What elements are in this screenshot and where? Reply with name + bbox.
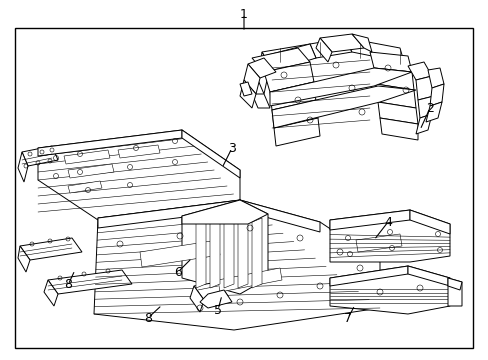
Polygon shape — [415, 114, 431, 134]
Polygon shape — [379, 118, 417, 140]
Polygon shape — [377, 102, 417, 124]
Polygon shape — [22, 146, 58, 166]
Polygon shape — [251, 218, 262, 288]
Polygon shape — [18, 152, 28, 182]
Text: 6: 6 — [174, 266, 182, 279]
Polygon shape — [209, 218, 220, 288]
Polygon shape — [425, 102, 441, 122]
Polygon shape — [251, 94, 269, 108]
Polygon shape — [247, 58, 275, 78]
Polygon shape — [68, 164, 114, 178]
Polygon shape — [447, 278, 461, 306]
Bar — [15, 28, 472, 348]
Polygon shape — [369, 52, 411, 72]
Polygon shape — [407, 266, 449, 286]
Polygon shape — [240, 200, 319, 232]
Polygon shape — [98, 200, 240, 228]
Polygon shape — [218, 268, 282, 292]
Polygon shape — [409, 210, 449, 234]
Text: 8: 8 — [143, 311, 152, 324]
Polygon shape — [351, 34, 371, 52]
Text: 2: 2 — [425, 102, 433, 114]
Polygon shape — [309, 38, 351, 58]
Text: 3: 3 — [227, 141, 235, 154]
Polygon shape — [427, 68, 443, 88]
Polygon shape — [118, 145, 160, 158]
Polygon shape — [48, 270, 132, 294]
Polygon shape — [258, 44, 315, 76]
Polygon shape — [224, 218, 234, 288]
Text: 1: 1 — [240, 8, 247, 21]
Polygon shape — [182, 200, 267, 224]
Polygon shape — [200, 290, 231, 308]
Text: 7: 7 — [343, 311, 351, 324]
Polygon shape — [94, 200, 379, 330]
Polygon shape — [238, 218, 247, 288]
Polygon shape — [329, 210, 449, 262]
Polygon shape — [190, 286, 203, 312]
Polygon shape — [264, 62, 313, 92]
Polygon shape — [329, 266, 449, 314]
Polygon shape — [140, 240, 220, 267]
Polygon shape — [44, 280, 58, 306]
Polygon shape — [68, 181, 102, 193]
Polygon shape — [407, 62, 431, 80]
Polygon shape — [373, 68, 413, 90]
Polygon shape — [415, 76, 433, 100]
Polygon shape — [417, 96, 433, 118]
Polygon shape — [244, 64, 260, 94]
Text: 8: 8 — [64, 279, 72, 292]
Polygon shape — [182, 200, 267, 294]
Text: 4: 4 — [383, 216, 391, 229]
Polygon shape — [196, 218, 205, 288]
Polygon shape — [447, 278, 461, 290]
Polygon shape — [240, 80, 256, 108]
Polygon shape — [38, 130, 182, 156]
Polygon shape — [269, 68, 411, 106]
Polygon shape — [273, 118, 319, 146]
Polygon shape — [258, 52, 269, 94]
Polygon shape — [271, 100, 317, 128]
Polygon shape — [182, 130, 240, 178]
Polygon shape — [429, 84, 443, 106]
Polygon shape — [329, 210, 409, 230]
Polygon shape — [194, 282, 227, 300]
Polygon shape — [38, 130, 240, 220]
Polygon shape — [269, 82, 315, 110]
Polygon shape — [18, 246, 30, 272]
Polygon shape — [251, 48, 309, 72]
Polygon shape — [262, 44, 315, 66]
Polygon shape — [375, 84, 415, 108]
Polygon shape — [355, 234, 401, 252]
Polygon shape — [20, 238, 82, 260]
Polygon shape — [329, 266, 407, 286]
Polygon shape — [345, 38, 371, 56]
Polygon shape — [64, 150, 110, 164]
Polygon shape — [367, 42, 403, 62]
Polygon shape — [315, 38, 331, 62]
Text: 5: 5 — [214, 303, 222, 316]
Polygon shape — [319, 34, 363, 52]
Polygon shape — [271, 86, 415, 128]
Polygon shape — [240, 82, 251, 96]
